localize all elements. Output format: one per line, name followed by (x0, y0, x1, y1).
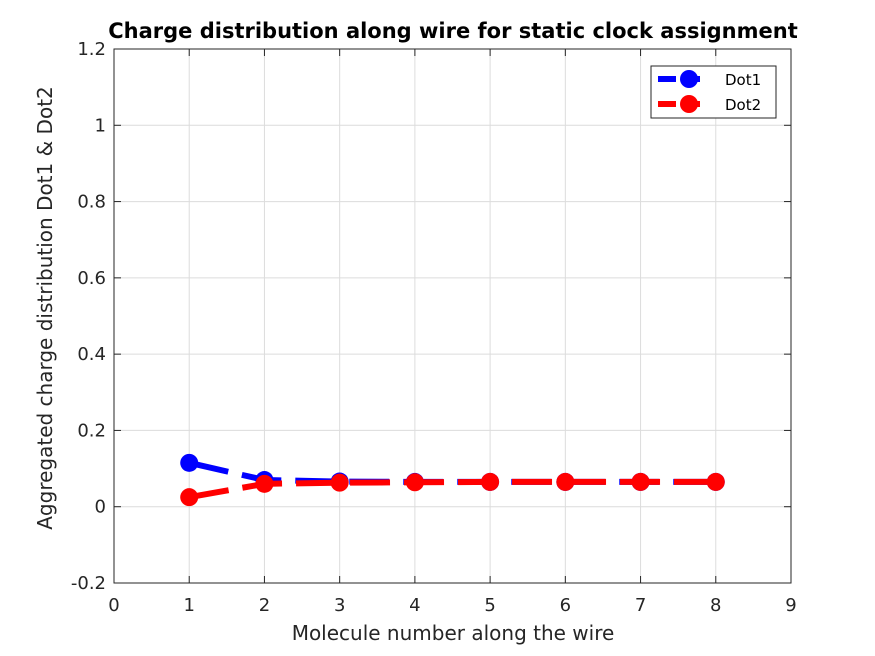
x-tick-label: 6 (560, 595, 571, 616)
legend-marker-dot2 (680, 95, 698, 113)
data-point-dot2 (706, 472, 725, 491)
x-tick-label: 1 (183, 595, 194, 616)
chart-title: Charge distribution along wire for stati… (108, 19, 798, 43)
x-tick-label: 4 (409, 595, 420, 616)
y-tick-label: 1 (95, 115, 106, 136)
data-point-dot2 (330, 473, 349, 492)
axes-box (113, 48, 792, 584)
y-axis-label: Aggregated charge distribution Dot1 & Do… (33, 86, 57, 530)
ticks (113, 48, 792, 584)
series-layer (180, 453, 725, 507)
x-tick-label: 5 (484, 595, 495, 616)
legend-label-dot1: Dot1 (725, 71, 761, 89)
series-line-dot2 (188, 478, 716, 501)
y-tick-label: 0.4 (77, 344, 106, 365)
data-point-dot2 (556, 472, 575, 491)
data-point-dot2 (405, 473, 424, 492)
x-tick-label: 0 (108, 595, 119, 616)
y-tick-label: 0.6 (77, 268, 106, 289)
x-tick-label: 3 (334, 595, 345, 616)
x-axis-label: Molecule number along the wire (292, 621, 615, 645)
data-point-dot2 (481, 472, 500, 491)
data-point-dot1 (180, 453, 199, 472)
legend-label-dot2: Dot2 (725, 96, 761, 114)
x-tick-label: 2 (259, 595, 270, 616)
y-tick-label: 0 (95, 497, 106, 518)
legend-box (650, 65, 777, 119)
y-tick-label: 0.2 (77, 420, 106, 441)
y-tick-label: -0.2 (71, 573, 106, 594)
legend: Dot1 Dot2 (650, 65, 777, 119)
legend-marker-dot1 (680, 70, 698, 88)
data-point-dot2 (631, 472, 650, 491)
y-tick-label: 1.2 (77, 39, 106, 60)
axes-background (114, 49, 791, 583)
tick-labels: 0 1 2 3 4 5 6 7 8 9-0.200.20.40.60.811.2 (71, 39, 797, 616)
y-tick-label: 0.8 (77, 192, 106, 213)
x-tick-label: 9 (785, 595, 796, 616)
data-point-dot2 (255, 474, 274, 493)
x-tick-label: 7 (635, 595, 646, 616)
x-tick-label: 8 (710, 595, 721, 616)
data-point-dot2 (180, 488, 199, 507)
